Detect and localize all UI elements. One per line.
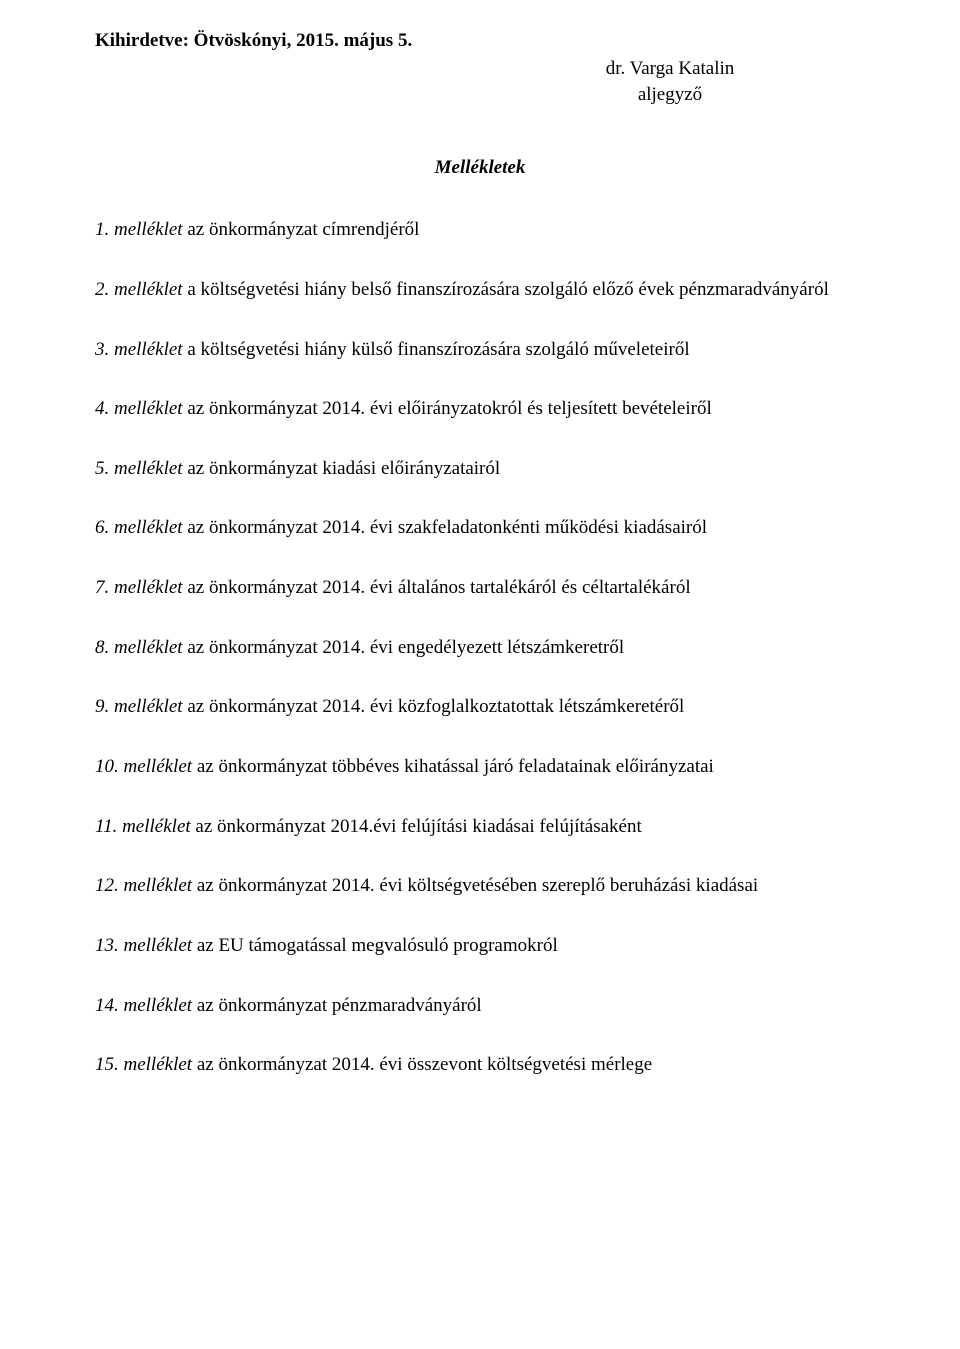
item-prefix: 7. melléklet xyxy=(95,577,183,598)
signatory-block: dr. Varga Katalin aljegyző xyxy=(475,56,865,107)
list-item: 4. melléklet az önkormányzat 2014. évi e… xyxy=(95,396,865,422)
list-item: 11. melléklet az önkormányzat 2014.évi f… xyxy=(95,814,865,840)
item-prefix: 1. melléklet xyxy=(95,219,183,240)
item-text: az önkormányzat 2014.évi felújítási kiad… xyxy=(191,816,642,837)
list-item: 15. melléklet az önkormányzat 2014. évi … xyxy=(95,1052,865,1078)
list-item: 3. melléklet a költségvetési hiány külső… xyxy=(95,337,865,363)
item-text: a költségvetési hiány külső finanszírozá… xyxy=(183,339,690,360)
item-text: az önkormányzat 2014. évi előirányzatokr… xyxy=(183,398,712,419)
item-text: az önkormányzat 2014. évi szakfeladatonk… xyxy=(183,517,707,538)
attachments-list: 1. melléklet az önkormányzat címrendjérő… xyxy=(95,217,865,1078)
item-text: az önkormányzat 2014. évi költségvetéséb… xyxy=(192,875,758,896)
item-prefix: 5. melléklet xyxy=(95,458,183,479)
list-item: 10. melléklet az önkormányzat többéves k… xyxy=(95,754,865,780)
item-text: az önkormányzat pénzmaradványáról xyxy=(192,995,482,1016)
item-prefix: 15. melléklet xyxy=(95,1054,192,1075)
item-text: az önkormányzat 2014. évi közfoglalkozta… xyxy=(183,696,685,717)
list-item: 9. melléklet az önkormányzat 2014. évi k… xyxy=(95,694,865,720)
signatory-role: aljegyző xyxy=(475,82,865,108)
item-prefix: 10. melléklet xyxy=(95,756,192,777)
item-text: az EU támogatással megvalósuló programok… xyxy=(192,935,558,956)
publication-line: Kihirdetve: Ötvöskónyi, 2015. május 5. xyxy=(95,30,865,52)
item-text: az önkormányzat címrendjéről xyxy=(183,219,420,240)
list-item: 6. melléklet az önkormányzat 2014. évi s… xyxy=(95,515,865,541)
list-item: 2. melléklet a költségvetési hiány belső… xyxy=(95,277,865,303)
item-prefix: 8. melléklet xyxy=(95,637,183,658)
item-text: az önkormányzat 2014. évi engedélyezett … xyxy=(183,637,625,658)
list-item: 13. melléklet az EU támogatással megvaló… xyxy=(95,933,865,959)
item-text: a költségvetési hiány belső finanszírozá… xyxy=(183,279,829,300)
list-item: 5. melléklet az önkormányzat kiadási elő… xyxy=(95,456,865,482)
list-item: 12. melléklet az önkormányzat 2014. évi … xyxy=(95,873,865,899)
item-prefix: 3. melléklet xyxy=(95,339,183,360)
item-text: az önkormányzat 2014. évi általános tart… xyxy=(183,577,691,598)
item-text: az önkormányzat többéves kihatással járó… xyxy=(192,756,714,777)
item-prefix: 4. melléklet xyxy=(95,398,183,419)
item-prefix: 14. melléklet xyxy=(95,995,192,1016)
list-item: 14. melléklet az önkormányzat pénzmaradv… xyxy=(95,993,865,1019)
section-title: Mellékletek xyxy=(95,157,865,179)
list-item: 7. melléklet az önkormányzat 2014. évi á… xyxy=(95,575,865,601)
item-prefix: 11. melléklet xyxy=(95,816,191,837)
item-prefix: 9. melléklet xyxy=(95,696,183,717)
item-prefix: 2. melléklet xyxy=(95,279,183,300)
signatory-name: dr. Varga Katalin xyxy=(475,56,865,82)
item-prefix: 6. melléklet xyxy=(95,517,183,538)
list-item: 8. melléklet az önkormányzat 2014. évi e… xyxy=(95,635,865,661)
item-text: az önkormányzat 2014. évi összevont költ… xyxy=(192,1054,652,1075)
list-item: 1. melléklet az önkormányzat címrendjérő… xyxy=(95,217,865,243)
item-prefix: 13. melléklet xyxy=(95,935,192,956)
item-text: az önkormányzat kiadási előirányzatairól xyxy=(183,458,501,479)
item-prefix: 12. melléklet xyxy=(95,875,192,896)
